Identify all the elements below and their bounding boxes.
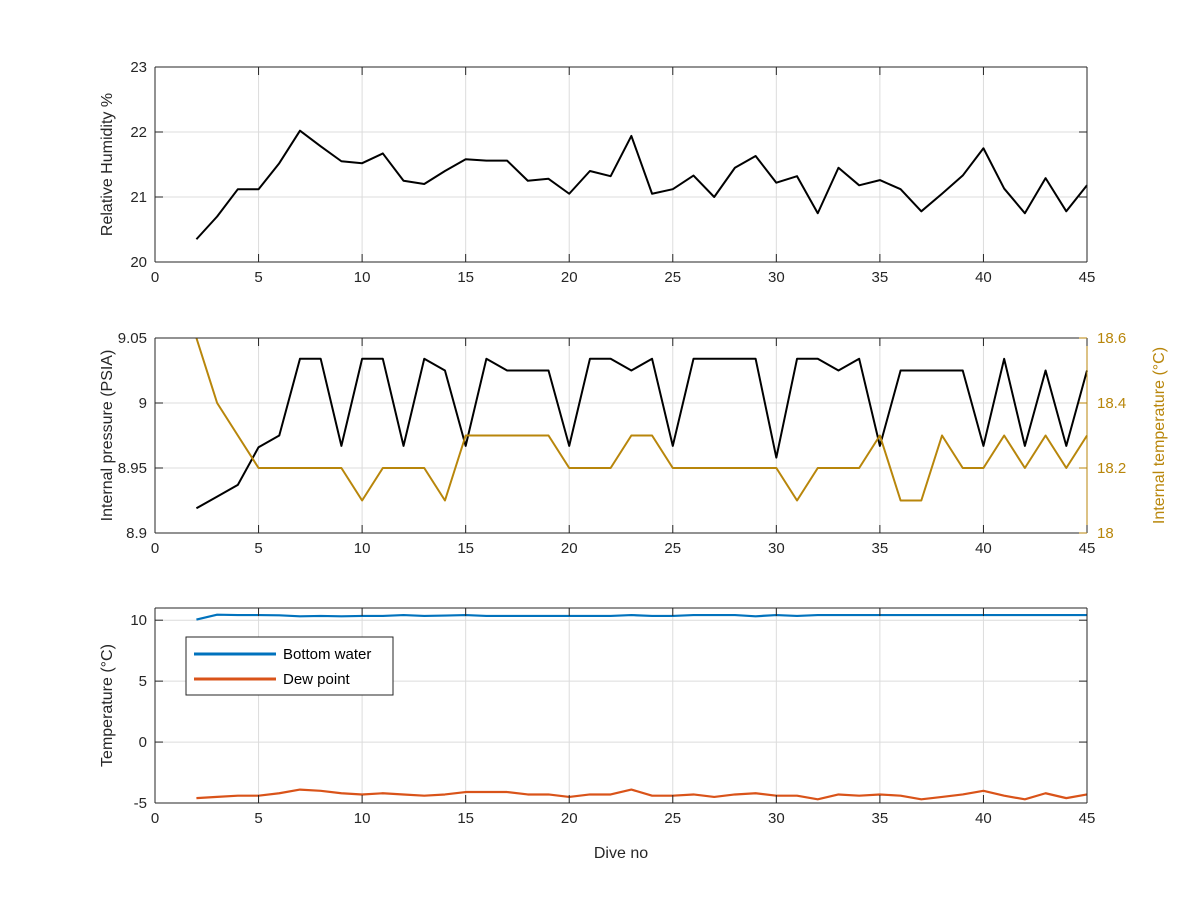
x-tick-label: 0: [151, 269, 159, 286]
x-tick-label: 25: [664, 269, 681, 286]
series-group: [195, 129, 1088, 240]
y-right-tick-label: 18.4: [1097, 395, 1126, 412]
subplot-1: 0 5 10 15 20 25 30 35 40 45 20 21 22 23 Relative Humid…: [99, 59, 1095, 286]
y-axis-label: Internal pressure (PSIA): [99, 350, 116, 522]
legend-label: Dew point: [283, 671, 351, 688]
x-tick-label: 45: [1079, 810, 1096, 827]
y-right-tick-label: 18.6: [1097, 330, 1126, 347]
x-tick-label: 5: [254, 810, 262, 827]
x-tick-label: 30: [768, 269, 785, 286]
x-tick-label: 15: [457, 810, 474, 827]
legend: Bottom water Dew point: [185, 636, 394, 696]
x-tick-label: 5: [254, 540, 262, 557]
y-tick-label: 23: [130, 59, 147, 76]
x-tick-label: 40: [975, 269, 992, 286]
y-axis-label: Relative Humidity %: [99, 93, 116, 236]
y-tick-label: 22: [130, 124, 147, 141]
x-tick-label: 10: [354, 540, 371, 557]
legend-box: [185, 636, 394, 696]
series-line-1: [195, 357, 1088, 510]
y-tick-label: -5: [134, 795, 147, 812]
y-right-tick-label: 18: [1097, 525, 1114, 542]
subplot-2: 0 5 10 15 20 25 30 35 40 45 8.9 8.95 9 9.05 18 18.2 18.4…: [99, 330, 1168, 557]
y-tick-label: 21: [130, 189, 147, 206]
x-tick-label: 25: [664, 540, 681, 557]
x-tick-label: 25: [664, 810, 681, 827]
x-tick-label: 10: [354, 269, 371, 286]
plot-area: [155, 67, 1087, 262]
y-tick-label: 9.05: [118, 330, 147, 347]
x-tick-label: 20: [561, 540, 578, 557]
x-tick-label: 40: [975, 540, 992, 557]
y-tick-label: 5: [139, 673, 147, 690]
x-tick-label: 45: [1079, 269, 1096, 286]
x-tick-label: 0: [151, 540, 159, 557]
y-tick-label: 9: [139, 395, 147, 412]
x-tick-label: 35: [872, 810, 889, 827]
x-tick-label: 0: [151, 810, 159, 827]
series-line-1: [196, 613, 1087, 621]
x-tick-label: 40: [975, 810, 992, 827]
x-tick-label: 15: [457, 540, 474, 557]
series-group: [196, 613, 1088, 801]
x-tick-label: 30: [768, 810, 785, 827]
y-tick-label: 10: [130, 612, 147, 629]
y-tick-label: 20: [130, 254, 147, 271]
x-tick-label: 5: [254, 269, 262, 286]
x-tick-label: 10: [354, 810, 371, 827]
series-line-2: [196, 788, 1088, 801]
x-tick-label: 20: [561, 269, 578, 286]
x-tick-label: 45: [1079, 540, 1096, 557]
y-tick-label: 8.95: [118, 460, 147, 477]
y-right-tick-label: 18.2: [1097, 460, 1126, 477]
x-tick-label: 15: [457, 269, 474, 286]
series-line-2: [195, 337, 1088, 502]
series-line-1: [195, 129, 1088, 240]
x-tick-label: 35: [872, 540, 889, 557]
y-axis-label-right: Internal temperature (°C): [1151, 347, 1168, 524]
x-tick-label: 35: [872, 269, 889, 286]
x-axis-label: Dive no: [594, 845, 648, 862]
legend-label: Bottom water: [283, 646, 371, 663]
y-axis-label: Temperature (°C): [99, 644, 116, 767]
plot-area: [155, 338, 1087, 533]
y-tick-label: 8.9: [126, 525, 147, 542]
y-tick-label: 0: [139, 734, 147, 751]
x-tick-label: 20: [561, 810, 578, 827]
x-tick-label: 30: [768, 540, 785, 557]
series-group: [195, 337, 1088, 510]
